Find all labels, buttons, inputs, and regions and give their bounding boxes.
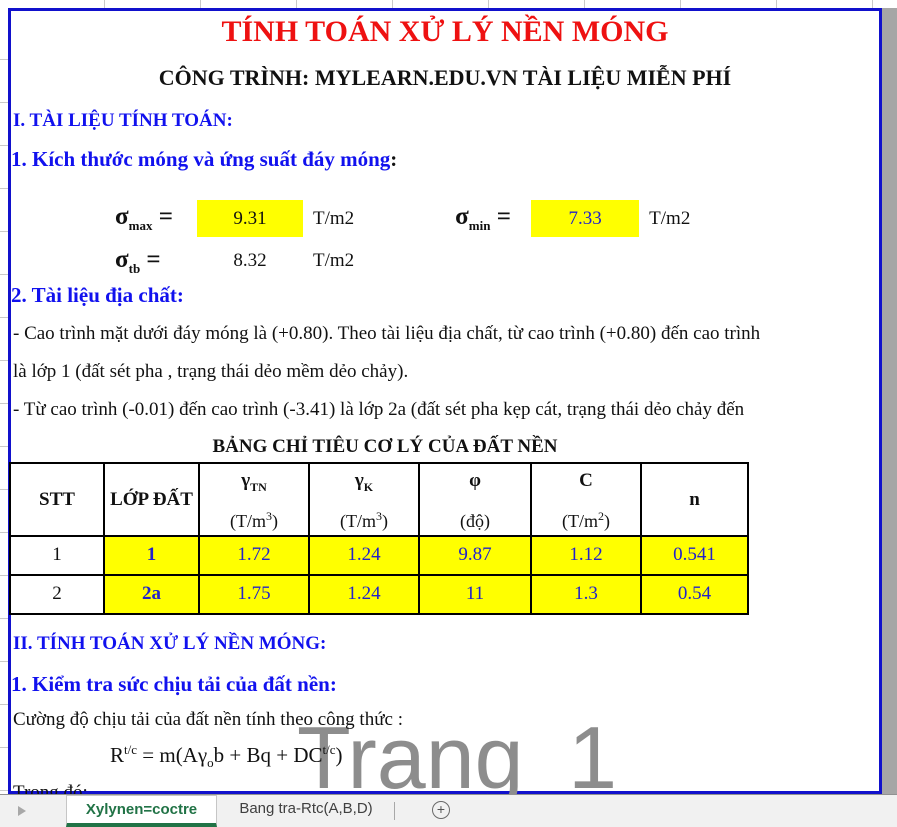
sigma-max-unit: T/m2 [313,207,355,229]
sigma-max-subscript: max [128,218,153,233]
c-unit: (T/m2) [562,508,610,531]
sigma-min-value-cell[interactable]: 7.33 [531,200,640,237]
col-header-stt-label: STT [39,489,75,511]
equals-sign: = [490,203,511,230]
gamma-k-symbol: γK [354,470,374,494]
cell-c-2[interactable]: 1.3 [530,573,642,615]
sigma-max-value-cell[interactable]: 9.31 [197,200,303,237]
cell-layer-2[interactable]: 2a [103,573,200,615]
soil-table-title: BẢNG CHỈ TIÊU CƠ LÝ CỦA ĐẤT NỀN [212,436,558,457]
n-symbol: n [689,489,700,511]
col-header-layer: LỚP ĐẤT [103,462,200,537]
formula-r-sup: t/c [124,742,138,757]
cell-stt-1: 1 [9,534,105,576]
section-1-heading: I. TÀI LIỆU TÍNH TOÁN: [13,110,233,131]
c-symbol: C [579,470,593,491]
cell-gtn-1[interactable]: 1.72 [198,534,310,576]
geology-paragraph-1: - Cao trình mặt dưới đáy móng là (+0.80)… [13,323,761,344]
soil-table-wrap: STT LỚP ĐẤT γTN (T/m3) γK (T/m3) φ (độ) C (T… [9,462,749,615]
add-sheet-button[interactable]: + [432,801,450,819]
sigma-max-label: σmax = [115,203,197,234]
worksheet-page: Trang 1 TÍNH TOÁN XỬ LÝ NỀN MÓNG CÔNG TR… [8,8,882,803]
sigma-tb-unit: T/m2 [313,250,355,271]
cell-phi-2[interactable]: 11 [418,573,532,615]
formula-intro-text: Cường độ chịu tải của đất nền tính theo … [13,709,403,730]
project-subtitle: CÔNG TRÌNH: MYLEARN.EDU.VN TÀI LIỆU MIỄN… [158,65,732,90]
table-row: 2 2a 1.75 1.24 11 1.3 0.54 [9,573,749,615]
sigma-min-subscript: min [468,218,491,233]
sheet-tab-2[interactable]: Bang tra-Rtc(A,B,D) [239,800,373,817]
col-header-stt: STT [9,462,105,537]
cell-phi-1[interactable]: 9.87 [418,534,532,576]
gamma-tn-unit: (T/m3) [230,508,278,531]
table-header-row: STT LỚP ĐẤT γTN (T/m3) γK (T/m3) φ (độ) C (T… [9,462,749,537]
geology-paragraph-2: là lớp 1 (đất sét pha , trạng thái dẻo m… [13,361,409,382]
phi-symbol: φ [469,470,481,491]
section-2-main-heading: II. TÍNH TOÁN XỬ LÝ NỀN MÓNG: [13,633,327,654]
col-header-n: n [640,462,749,537]
subsection-2-1-heading: 1. Kiểm tra sức chịu tải của đất nền: [11,672,337,696]
left-cells-strip [0,0,8,794]
tab-divider [394,802,395,820]
geology-paragraph-3: - Từ cao trình (-0.01) đến cao trình (-3… [13,399,745,420]
cell-gtn-2[interactable]: 1.75 [198,573,310,615]
cell-n-2[interactable]: 0.54 [640,573,749,615]
cell-gk-1[interactable]: 1.24 [308,534,420,576]
subsection-1-1-colon: : [390,147,398,171]
section-2-heading: 2. Tài liệu địa chất: [11,283,184,307]
equals-sign: = [140,245,161,273]
gamma-sub: o [207,755,214,771]
cell-layer-1[interactable]: 1 [103,534,200,576]
sigma-min-unit: T/m2 [649,207,691,229]
gamma-tn-symbol: γTN [241,470,267,494]
gamma-k-unit: (T/m3) [340,508,388,531]
sigma-max-min-row: σmax = 9.31 T/m2 σmin = 7.33 T/m2 [115,200,690,237]
sigma-symbol: σ [115,203,129,230]
sheet-tab-active[interactable]: Xylynen=coctre [66,795,217,827]
col-header-phi: φ (độ) [418,462,532,537]
col-header-gamma-tn: γTN (T/m3) [198,462,310,537]
sigma-tb-value: 8.32 [233,250,267,271]
cell-gk-2[interactable]: 1.24 [308,573,420,615]
equals-sign: = [152,203,173,230]
sigma-symbol: σ [455,203,469,230]
top-cells-strip [0,0,897,8]
formula-c-sup: t/c [322,742,336,757]
sheet-nav-right-icon[interactable] [18,806,26,816]
col-header-c: C (T/m2) [530,462,642,537]
gamma-symbol: γ [197,743,208,767]
subsection-1-1-text: 1. Kích thước móng và ứng suất đáy móng [11,147,391,171]
sheet-tab-bar: Xylynen=coctre Bang tra-Rtc(A,B,D) + [0,794,897,827]
cell-stt-2: 2 [9,573,105,615]
sigma-tb-row: σtb = 8.32 T/m2 [115,244,354,278]
formula-body: b + Bq + DC [213,743,323,767]
col-header-layer-label: LỚP ĐẤT [110,489,193,511]
sigma-symbol: σ [115,245,129,273]
sigma-tb-subscript: tb [128,260,141,276]
col-header-gamma-k: γK (T/m3) [308,462,420,537]
subsection-1-1-heading: 1. Kích thước móng và ứng suất đáy móng: [11,147,397,172]
table-row: 1 1 1.72 1.24 9.87 1.12 0.541 [9,534,749,576]
page-number-watermark: Trang 1 [297,708,618,807]
cell-c-1[interactable]: 1.12 [530,534,642,576]
sigma-tb-label: σtb = [115,246,197,277]
cell-n-1[interactable]: 0.541 [640,534,749,576]
formula-mid: = m(A [137,743,198,767]
page-content: TÍNH TOÁN XỬ LÝ NỀN MÓNG CÔNG TRÌNH: MYL… [9,11,879,803]
phi-unit: (độ) [460,510,490,531]
formula-r: R [110,743,125,767]
bearing-capacity-formula: Rt/c = m(Aγob + Bq + DCt/c) [110,742,343,771]
document-title: TÍNH TOÁN XỬ LÝ NỀN MÓNG [221,15,669,48]
outside-page-area [882,8,897,794]
soil-properties-table: STT LỚP ĐẤT γTN (T/m3) γK (T/m3) φ (độ) C (T… [9,462,749,615]
formula-close: ) [335,743,343,767]
sigma-min-label: σmin = [455,203,531,234]
